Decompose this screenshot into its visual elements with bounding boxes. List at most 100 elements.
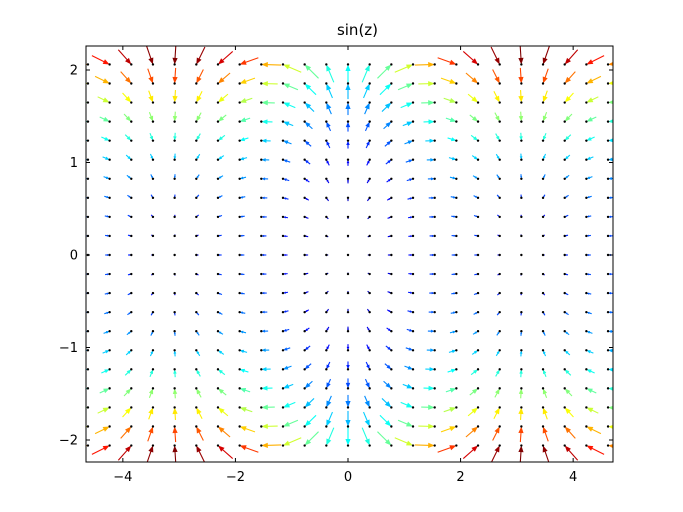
grid-dot xyxy=(476,310,480,314)
grid-dot xyxy=(303,158,306,161)
grid-dot xyxy=(173,310,176,314)
grid-dot xyxy=(238,82,241,85)
quiver-arrow-shaft xyxy=(566,448,579,461)
grid-dot xyxy=(455,234,458,238)
grid-dot xyxy=(433,291,436,295)
grid-dot xyxy=(238,63,241,66)
quiver-arrow-head xyxy=(364,102,370,110)
quiver-arrow-head xyxy=(586,350,591,354)
grid-dot xyxy=(303,234,306,238)
quiver-field xyxy=(75,46,613,462)
grid-dot xyxy=(520,139,523,142)
grid-dot xyxy=(368,310,371,314)
quiver-arrow-shaft xyxy=(77,121,84,122)
grid-dot xyxy=(520,291,523,295)
quiver-arrow-head xyxy=(365,382,370,389)
quiver-arrow-head xyxy=(261,138,267,143)
quiver-arrow-head xyxy=(406,421,414,427)
grid-dot xyxy=(476,177,480,180)
grid-dot xyxy=(108,82,111,85)
grid-dot xyxy=(238,158,241,161)
quiver-arrow-shaft xyxy=(75,408,85,409)
grid-dot xyxy=(476,368,480,371)
quiver-arrow-head xyxy=(217,116,224,122)
grid-dot xyxy=(541,330,545,333)
grid-dot xyxy=(346,215,350,219)
quiver-arrow-head xyxy=(326,121,331,128)
grid-dot xyxy=(195,444,198,447)
grid-dot xyxy=(368,272,371,276)
grid-dot xyxy=(303,406,306,409)
quiver-arrow-head xyxy=(105,350,110,354)
grid-dot xyxy=(563,158,566,161)
grid-dot xyxy=(368,177,371,180)
grid-dot xyxy=(86,291,90,295)
quiver-arrow-head xyxy=(564,136,570,141)
grid-dot xyxy=(151,444,155,447)
quiver-arrow-head xyxy=(406,64,414,70)
quiver-arrow-head xyxy=(172,115,178,122)
quiver-arrow-head xyxy=(608,138,613,143)
grid-dot xyxy=(390,253,393,257)
x-tick-label: −2 xyxy=(226,470,245,485)
quiver-arrow-head xyxy=(518,426,524,434)
grid-dot xyxy=(281,349,285,352)
quiver-arrow-head xyxy=(239,59,247,65)
quiver-arrow-head xyxy=(125,445,132,453)
quiver-arrow-head xyxy=(239,445,247,451)
grid-dot xyxy=(541,444,545,447)
grid-dot xyxy=(86,368,90,371)
quiver-arrow-shaft xyxy=(462,447,476,459)
grid-dot xyxy=(130,101,133,104)
grid-dot xyxy=(498,215,501,219)
grid-dot xyxy=(411,120,415,123)
quiver-arrow-head xyxy=(148,95,154,103)
grid-dot xyxy=(151,177,155,180)
quiver-arrow-head xyxy=(126,136,132,141)
quiver-arrow-head xyxy=(449,78,457,84)
grid-dot xyxy=(433,82,436,85)
quiver-arrow-head xyxy=(496,350,500,355)
grid-dot xyxy=(455,177,458,180)
grid-dot xyxy=(260,234,263,238)
grid-dot xyxy=(520,253,523,257)
grid-dot xyxy=(346,425,350,428)
grid-dot xyxy=(541,349,545,352)
grid-dot xyxy=(238,444,241,447)
grid-dot xyxy=(130,63,133,66)
grid-dot xyxy=(108,330,111,333)
grid-dot xyxy=(585,310,588,314)
grid-dot xyxy=(173,349,176,352)
y-tick-label: 0 xyxy=(70,249,78,264)
grid-dot xyxy=(498,158,501,161)
grid-dot xyxy=(498,196,501,200)
grid-dot xyxy=(173,444,176,447)
quiver-arrow-head xyxy=(105,156,110,160)
grid-dot xyxy=(455,310,458,314)
grid-dot xyxy=(455,368,458,371)
grid-dot xyxy=(130,291,133,295)
quiver-arrow-head xyxy=(217,96,225,103)
grid-dot xyxy=(563,82,566,85)
grid-dot xyxy=(476,253,480,257)
grid-dot xyxy=(86,63,90,66)
grid-dot xyxy=(281,310,285,314)
grid-dot xyxy=(606,425,610,428)
grid-dot xyxy=(455,444,458,447)
quiver-arrow-head xyxy=(542,95,548,103)
grid-dot xyxy=(606,444,610,447)
x-tick-label: −4 xyxy=(113,470,132,485)
quiver-arrow-head xyxy=(519,156,523,160)
quiver-arrow-shaft xyxy=(91,55,107,64)
grid-dot xyxy=(541,139,545,142)
grid-dot xyxy=(108,158,111,161)
grid-dot xyxy=(541,425,545,428)
grid-dot xyxy=(411,291,415,295)
quiver-arrow-head xyxy=(196,426,202,434)
grid-dot xyxy=(303,272,306,276)
quiver-arrow-head xyxy=(239,407,247,413)
quiver-arrow-head xyxy=(518,115,524,122)
grid-dot xyxy=(195,272,198,276)
quiver-arrow-head xyxy=(326,83,332,91)
grid-dot xyxy=(216,349,220,352)
